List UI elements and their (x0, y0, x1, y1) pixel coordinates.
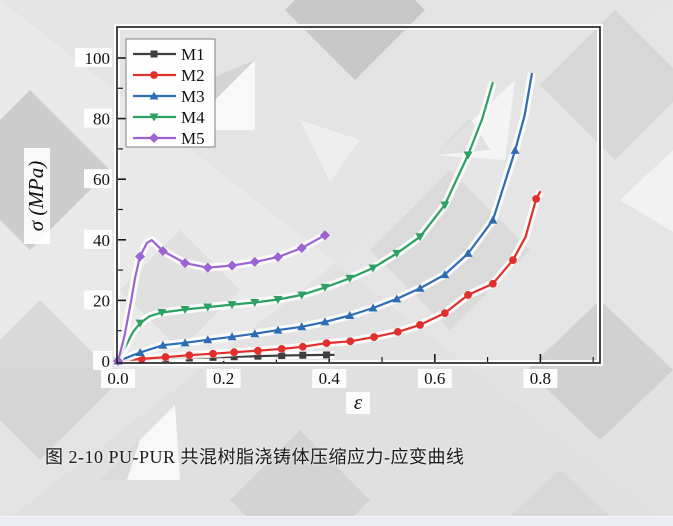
legend-entry-M1: M1 (133, 45, 205, 64)
bottom-window-strip (0, 516, 673, 526)
series-M5 (113, 230, 330, 366)
legend-label: M3 (181, 87, 205, 106)
y-tick-label: 80 (93, 110, 110, 129)
y-tick-label: 0 (102, 352, 111, 371)
legend-label: M2 (181, 66, 205, 85)
legend-entry-M3: M3 (133, 87, 205, 106)
y-axis-title: σ (MPa) (24, 161, 48, 231)
legend-entry-M4: M4 (133, 108, 205, 127)
y-tick-label: 40 (93, 231, 110, 250)
plot-border (116, 26, 601, 364)
x-tick-label: 0.0 (107, 369, 128, 388)
series-markers (113, 151, 473, 366)
plot-border (116, 26, 601, 364)
series-line (117, 190, 542, 363)
legend-label: M1 (181, 45, 205, 64)
legend-label: M5 (181, 129, 205, 148)
legend-label: M4 (181, 108, 205, 127)
series-M3 (113, 72, 536, 365)
legend-box (125, 38, 216, 148)
axis-tick-labels: 0 20 40 60 80 100 0.0 0.2 0.4 0.6 0.8 (75, 47, 558, 388)
series-line (117, 72, 534, 363)
figure-caption: 图 2-10 PU-PUR 共混树脂浇铸体压缩应力-应变曲线 (45, 447, 465, 467)
x-tick-label: 0.2 (213, 369, 234, 388)
series-markers (113, 230, 330, 366)
series-markers (113, 145, 520, 365)
y-tick-label: 60 (93, 170, 110, 189)
series-M2 (114, 189, 544, 365)
x-tick-label: 0.8 (530, 369, 551, 388)
x-tick-label: 0.6 (424, 369, 445, 388)
legend-entry-M2: M2 (133, 66, 205, 85)
x-axis-title: ε (354, 390, 363, 414)
x-tick-label: 0.4 (319, 369, 341, 388)
legend: M1 M2 M3 M4 M5 (125, 38, 216, 148)
y-tick-label: 20 (93, 291, 110, 310)
series-markers (114, 194, 541, 365)
axis-titles: σ (MPa) ε (24, 148, 370, 414)
y-tick-label: 100 (85, 49, 111, 68)
legend-entry-M5: M5 (133, 129, 205, 148)
series-line (116, 234, 326, 362)
series-halo (117, 189, 544, 365)
